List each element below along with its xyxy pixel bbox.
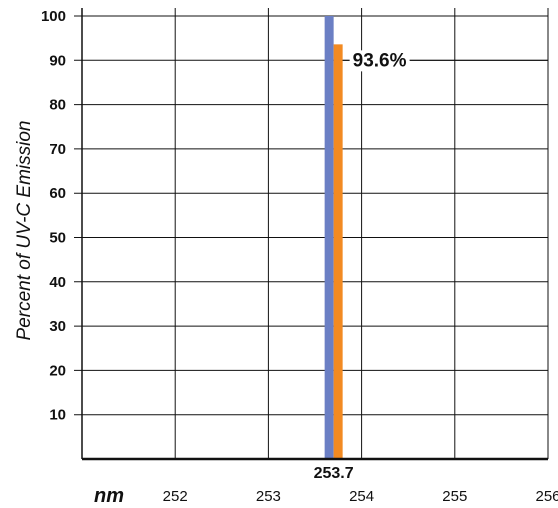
x-tick-label: 254 — [349, 488, 374, 505]
y-tick-label: 80 — [49, 97, 66, 114]
y-tick-label: 70 — [49, 141, 66, 158]
y-tick-labels: 10 20 30 40 50 60 70 80 90 100 — [41, 8, 66, 424]
x-tick-label: 253 — [256, 488, 281, 505]
bar — [324, 16, 334, 459]
y-tick-label: 30 — [49, 318, 66, 335]
y-tick-label: 60 — [49, 185, 66, 202]
y-tick-label: 10 — [49, 407, 66, 424]
peak-wavelength-label: 253.7 — [314, 465, 354, 482]
axes — [81, 8, 548, 461]
x-tick-label: 255 — [442, 488, 467, 505]
x-tick-labels: 252 253 254 255 256 — [163, 488, 558, 505]
annotation-label: 93.6% — [353, 50, 407, 71]
y-tick-label: 90 — [49, 52, 66, 69]
x-tick-label: 256 — [535, 488, 558, 505]
bar — [333, 44, 343, 460]
y-tick-label: 20 — [49, 362, 66, 379]
x-tick-label: 252 — [163, 488, 188, 505]
y-tick-label: 50 — [49, 230, 66, 247]
bars — [324, 16, 343, 460]
y-axis-title: Percent of UV-C Emission — [14, 121, 35, 341]
annotation-label-background — [349, 50, 410, 72]
y-tick-label: 100 — [41, 8, 66, 25]
x-unit-label: nm — [94, 485, 124, 507]
y-tick-label: 40 — [49, 274, 66, 291]
gridlines — [74, 8, 549, 459]
